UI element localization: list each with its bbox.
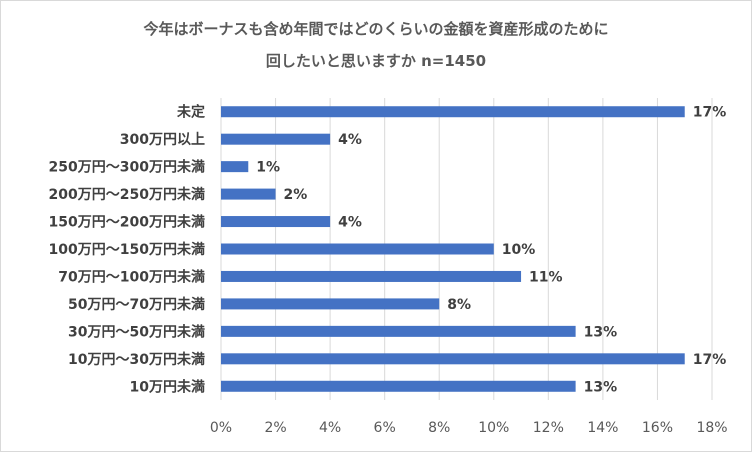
data-label: 13% — [584, 379, 618, 395]
category-label: 300万円以上 — [120, 132, 205, 148]
x-tick-label: 14% — [587, 420, 618, 436]
x-tick-label: 0% — [210, 420, 232, 436]
bar — [221, 216, 331, 228]
bar — [221, 106, 685, 118]
category-label: 10万円未満 — [130, 378, 205, 395]
category-label: 未定 — [177, 104, 205, 121]
x-tick-label: 6% — [374, 420, 396, 436]
data-label: 8% — [447, 297, 471, 313]
category-label: 30万円～50万円未満 — [68, 323, 205, 340]
x-tick-label: 8% — [428, 420, 450, 436]
category-label: 200万円～250万円未満 — [49, 186, 205, 203]
x-tick-label: 18% — [696, 420, 727, 436]
bar — [221, 298, 440, 310]
chart-title-line-1: 今年はボーナスも含め年間ではどのくらいの金額を資産形成のために — [143, 20, 609, 38]
data-label: 13% — [584, 324, 618, 340]
category-label: 150万円～200万円未満 — [49, 214, 205, 231]
bar — [221, 243, 494, 255]
data-label: 17% — [693, 352, 727, 368]
bar — [221, 188, 276, 200]
category-label: 250万円～300万円未満 — [49, 159, 205, 176]
data-label: 2% — [284, 187, 308, 203]
bar — [221, 325, 576, 337]
category-label: 50万円～70万円未満 — [68, 296, 205, 313]
data-label: 4% — [338, 132, 362, 148]
x-tick-label: 2% — [264, 420, 286, 436]
x-tick-label: 12% — [533, 420, 564, 436]
bar — [221, 270, 522, 282]
category-label: 70万円～100万円未満 — [58, 268, 205, 285]
x-tick-label: 16% — [642, 420, 673, 436]
bar — [221, 353, 685, 365]
data-label: 17% — [693, 105, 727, 121]
bar — [221, 133, 331, 145]
category-label: 10万円～30万円未満 — [68, 351, 205, 368]
data-label: 4% — [338, 215, 362, 231]
x-tick-label: 10% — [478, 420, 509, 436]
category-label: 100万円～150万円未満 — [49, 241, 205, 258]
chart-title-line-2: 回したいと思いますか n=1450 — [265, 52, 487, 70]
bar — [221, 161, 249, 173]
data-label: 1% — [256, 160, 280, 176]
data-label: 10% — [502, 242, 536, 258]
bar — [221, 380, 576, 392]
x-tick-label: 4% — [319, 420, 341, 436]
data-label: 11% — [529, 269, 563, 285]
